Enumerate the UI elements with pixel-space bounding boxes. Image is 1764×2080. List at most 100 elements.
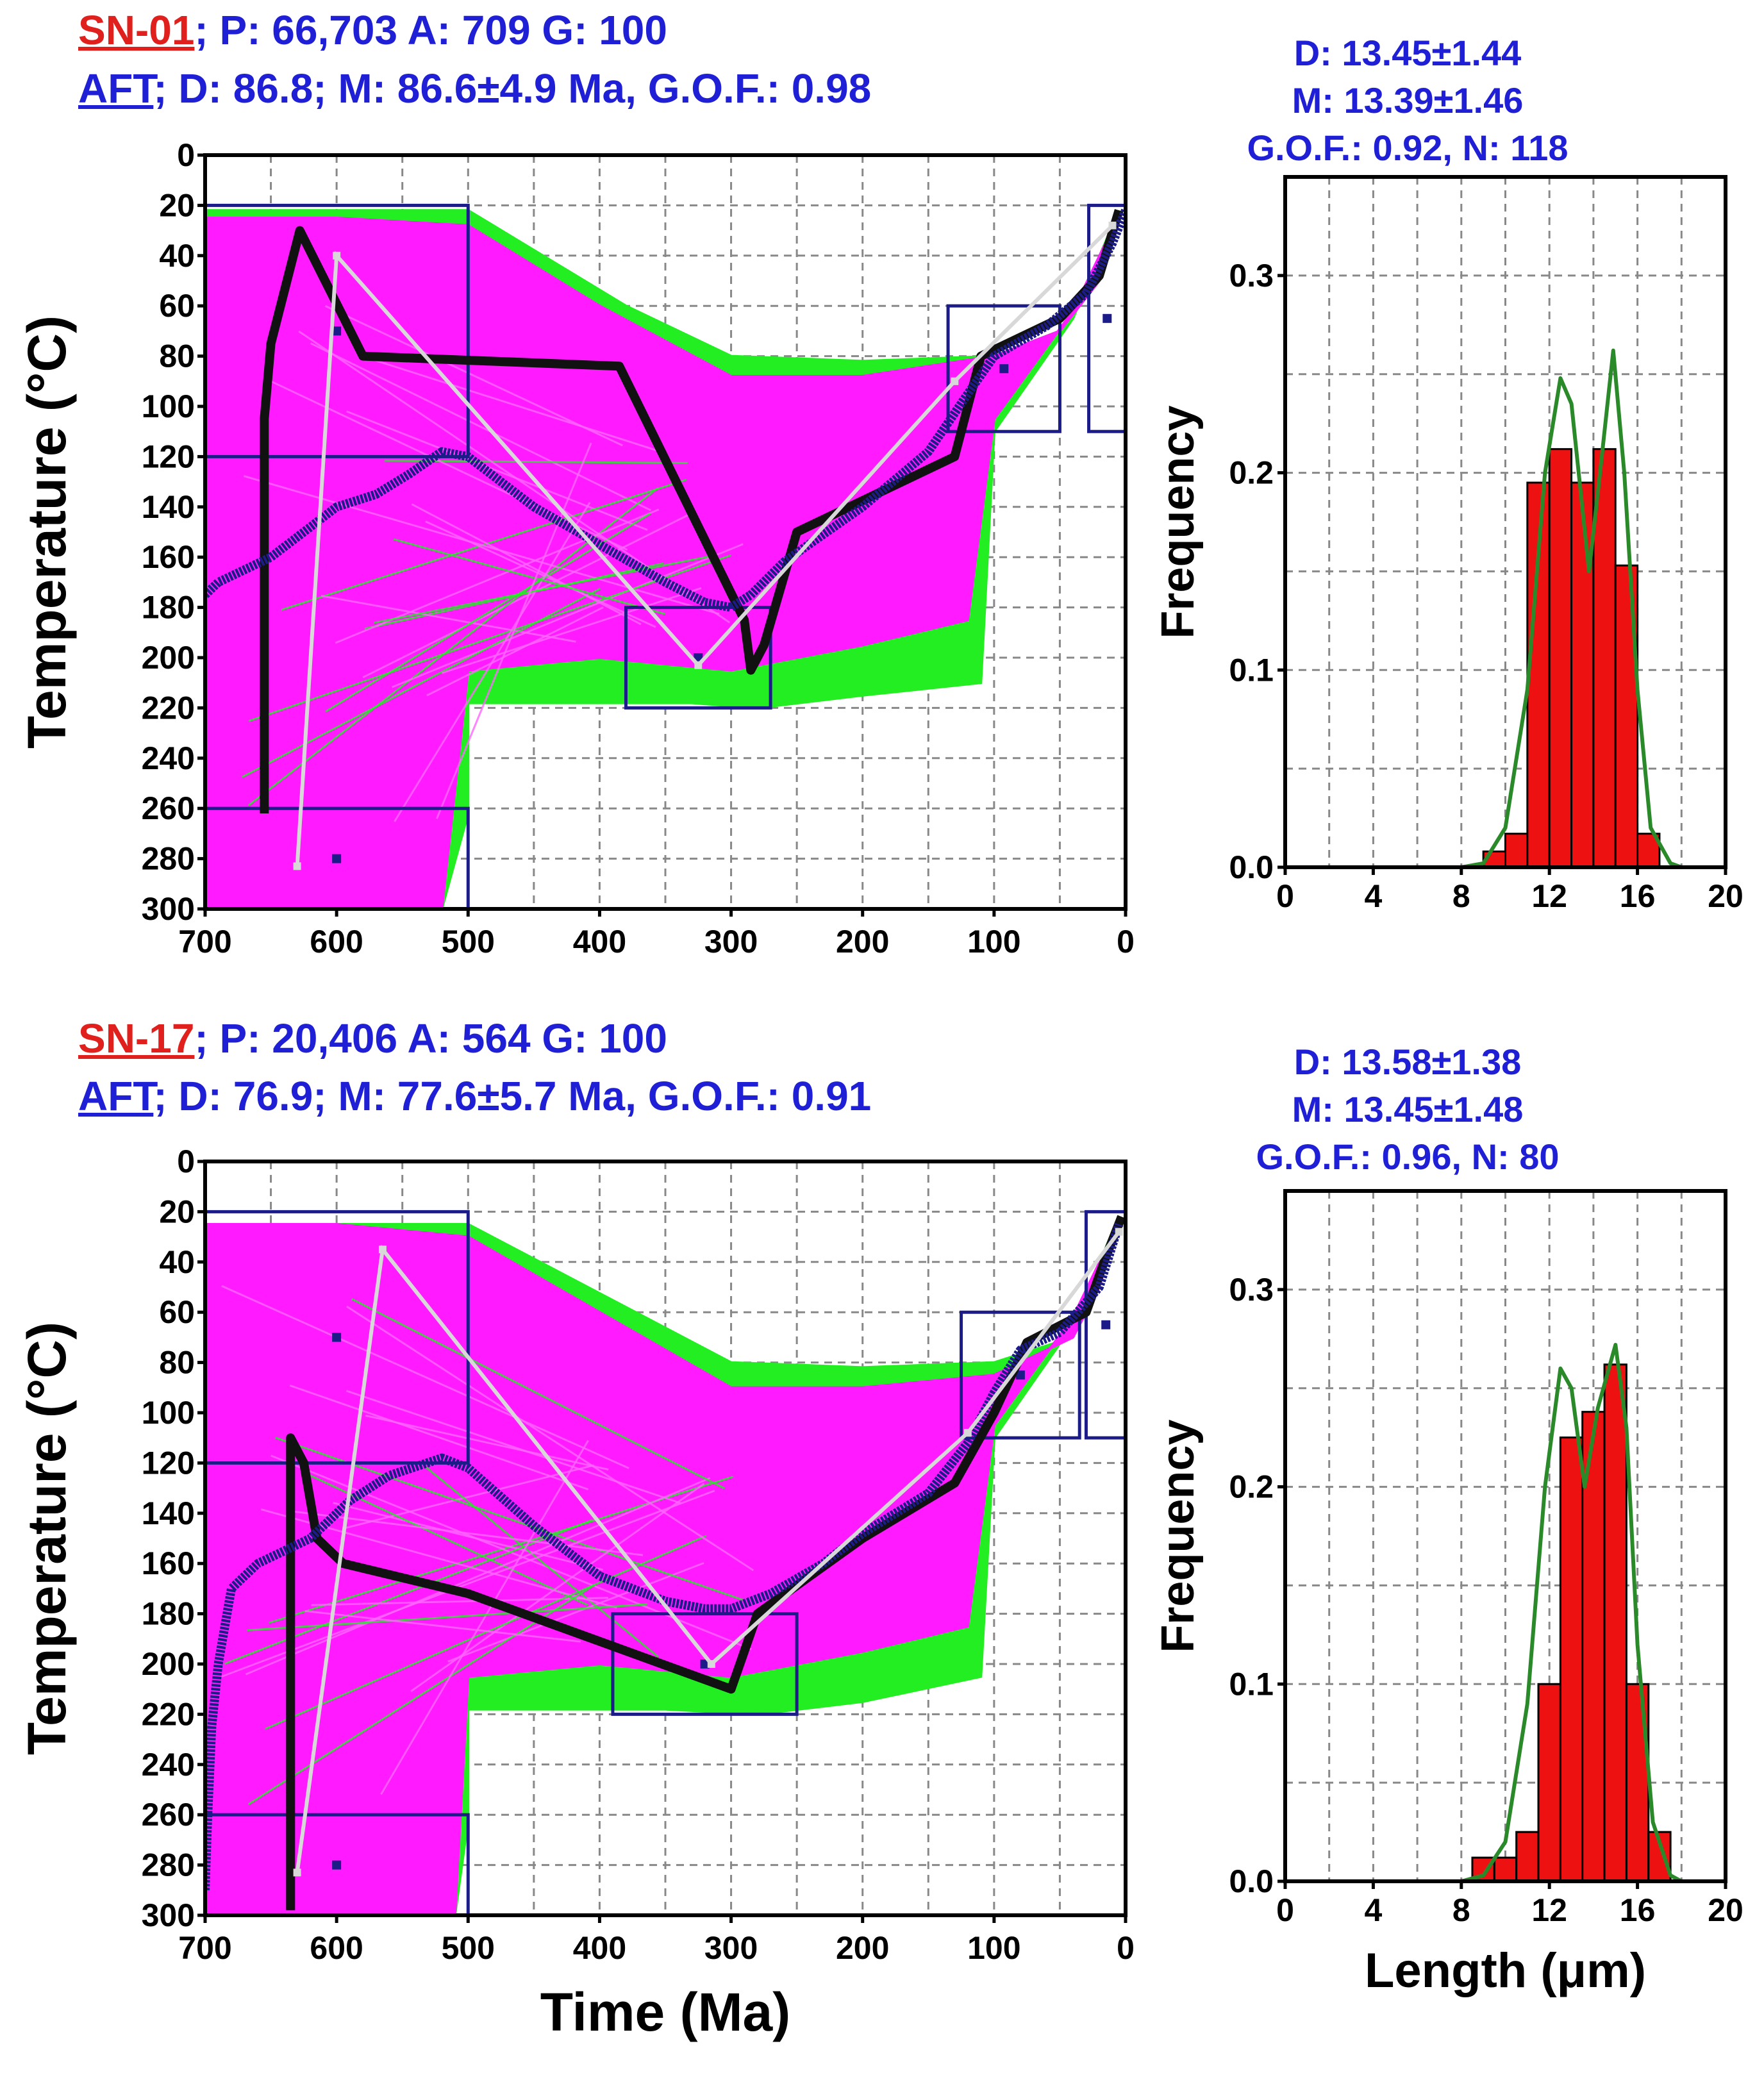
plot-frame	[203, 1160, 1127, 1917]
sample-params: ; P: 20,406 A: 564 G: 100	[194, 1015, 667, 1061]
x-tick-label: 100	[967, 1930, 1020, 1966]
y-tick-label: 300	[142, 1897, 195, 1933]
y-tick-label: 280	[142, 1847, 195, 1883]
path-texture-line	[426, 606, 604, 697]
path-texture-line	[245, 1477, 711, 1676]
y-tick-label: 220	[142, 690, 195, 726]
hist-y-tick-label: 0.0	[1229, 849, 1274, 885]
hist-x-tick-label: 8	[1452, 878, 1470, 914]
y-tick-label: 40	[159, 238, 195, 274]
hist-y-tick-label: 0.1	[1229, 1666, 1274, 1702]
constraint-box-marker	[1015, 1370, 1025, 1380]
hist-x-tick-label: 20	[1708, 1892, 1743, 1928]
hist-y-tick-label: 0.0	[1229, 1863, 1274, 1899]
constraint-box-marker	[332, 326, 342, 336]
y-tick-label: 80	[159, 338, 195, 374]
y-tick-label: 180	[142, 1596, 195, 1632]
y-tick-label: 20	[159, 187, 195, 223]
x-tick-label: 400	[573, 924, 626, 960]
weighted-mean-path	[205, 208, 1126, 612]
path-texture-line	[247, 1603, 647, 1631]
constraint-box-marker	[999, 364, 1009, 374]
hist-x-tick-label: 4	[1364, 1892, 1382, 1928]
path-texture-line	[320, 595, 576, 643]
hist-x-tick-label: 12	[1531, 878, 1567, 914]
hist-x-tick-label: 0	[1276, 878, 1294, 914]
path-texture-line	[380, 1440, 589, 1795]
path-texture-line	[311, 1597, 609, 1606]
histogram-bar	[1515, 1831, 1540, 1883]
y-axis-title: Temperature (°C)	[17, 1322, 77, 1755]
hist-y-tick-label: 0.2	[1229, 455, 1274, 491]
path-texture-line	[243, 475, 720, 615]
path-texture-line	[447, 1562, 704, 1663]
x-tick-label: 300	[704, 924, 758, 960]
histogram-bar	[1559, 1436, 1584, 1883]
constraint-box-marker	[1102, 313, 1112, 323]
path-texture-line	[394, 502, 591, 822]
thermal-history-plot-area	[205, 1161, 1126, 1915]
x-tick-label: 600	[310, 1930, 363, 1966]
histogram-bar	[1614, 564, 1639, 869]
y-tick-label: 240	[142, 740, 195, 776]
path-texture-line	[392, 543, 744, 688]
path-texture-line	[221, 1285, 629, 1469]
histogram-area	[1285, 177, 1726, 869]
histogram-bar	[1548, 448, 1573, 869]
sample-name: SN-01	[78, 7, 195, 53]
expected-path-node	[707, 1660, 715, 1668]
x-tick-label: 200	[836, 924, 889, 960]
path-texture-line	[248, 554, 731, 722]
hist-y-tick-label: 0.2	[1229, 1469, 1274, 1505]
constraint-box-marker	[700, 1660, 710, 1668]
y-tick-label: 100	[142, 388, 195, 424]
y-tick-label: 40	[159, 1244, 195, 1280]
x-tick-label: 600	[310, 924, 363, 960]
x-tick-label: 700	[178, 924, 231, 960]
histogram-bar	[1570, 481, 1595, 869]
stats-line: G.O.F.: 0.96, N: 80	[1256, 1136, 1560, 1177]
sn17-length-stats: D: 13.58±1.38 M: 13.45±1.48 G.O.F.: 0.96…	[1145, 1038, 1670, 1181]
hist-frame	[1283, 175, 1727, 869]
sn01-length-stats: D: 13.45±1.44 M: 13.39±1.46 G.O.F.: 0.92…	[1145, 29, 1670, 172]
histogram-bar	[1493, 1856, 1518, 1883]
y-tick-label: 200	[142, 1646, 195, 1682]
sample-name: SN-17	[78, 1015, 195, 1061]
y-axis-title: Temperature (°C)	[17, 315, 77, 749]
stats-line: D: 13.45±1.44	[1294, 33, 1522, 73]
y-tick-label: 20	[159, 1194, 195, 1229]
x-tick-label: 700	[178, 1930, 231, 1966]
y-tick-label: 120	[142, 438, 195, 474]
hist-y-axis-title: Frequency	[1152, 405, 1204, 638]
x-axis-title: Time (Ma)	[540, 1982, 791, 2042]
hist-x-tick-label: 16	[1620, 1892, 1656, 1928]
hist-y-tick-label: 0.3	[1229, 1272, 1274, 1308]
hist-x-tick-label: 12	[1531, 1892, 1567, 1928]
path-texture-line	[310, 342, 651, 512]
expected-path-node	[293, 1868, 301, 1877]
histogram-bar	[1504, 833, 1529, 869]
y-tick-label: 240	[142, 1747, 195, 1783]
x-tick-label: 0	[1117, 924, 1135, 960]
histogram-bar	[1537, 1683, 1561, 1883]
path-texture-line	[374, 554, 715, 624]
expected-path-node	[1108, 221, 1117, 229]
constraint-box-marker	[332, 1333, 342, 1342]
x-tick-label: 300	[704, 1930, 758, 1966]
hist-y-tick-label: 0.1	[1229, 652, 1274, 688]
hist-y-axis-title: Frequency	[1152, 1419, 1204, 1652]
path-texture-line	[289, 1384, 589, 1491]
path-texture-line	[410, 1483, 705, 1692]
y-tick-label: 120	[142, 1445, 195, 1481]
constraint-box-marker	[1101, 1320, 1111, 1329]
hist-x-tick-label: 20	[1708, 878, 1743, 914]
path-texture-line	[346, 1305, 754, 1572]
hist-x-tick-label: 16	[1620, 878, 1656, 914]
y-tick-label: 60	[159, 288, 195, 324]
y-tick-label: 160	[142, 539, 195, 575]
y-tick-label: 80	[159, 1345, 195, 1381]
path-texture-line	[345, 1390, 681, 1504]
constraint-box	[205, 1210, 470, 1465]
length-pdf-curve	[1285, 348, 1726, 869]
length-pdf-curve	[1285, 1343, 1726, 1883]
